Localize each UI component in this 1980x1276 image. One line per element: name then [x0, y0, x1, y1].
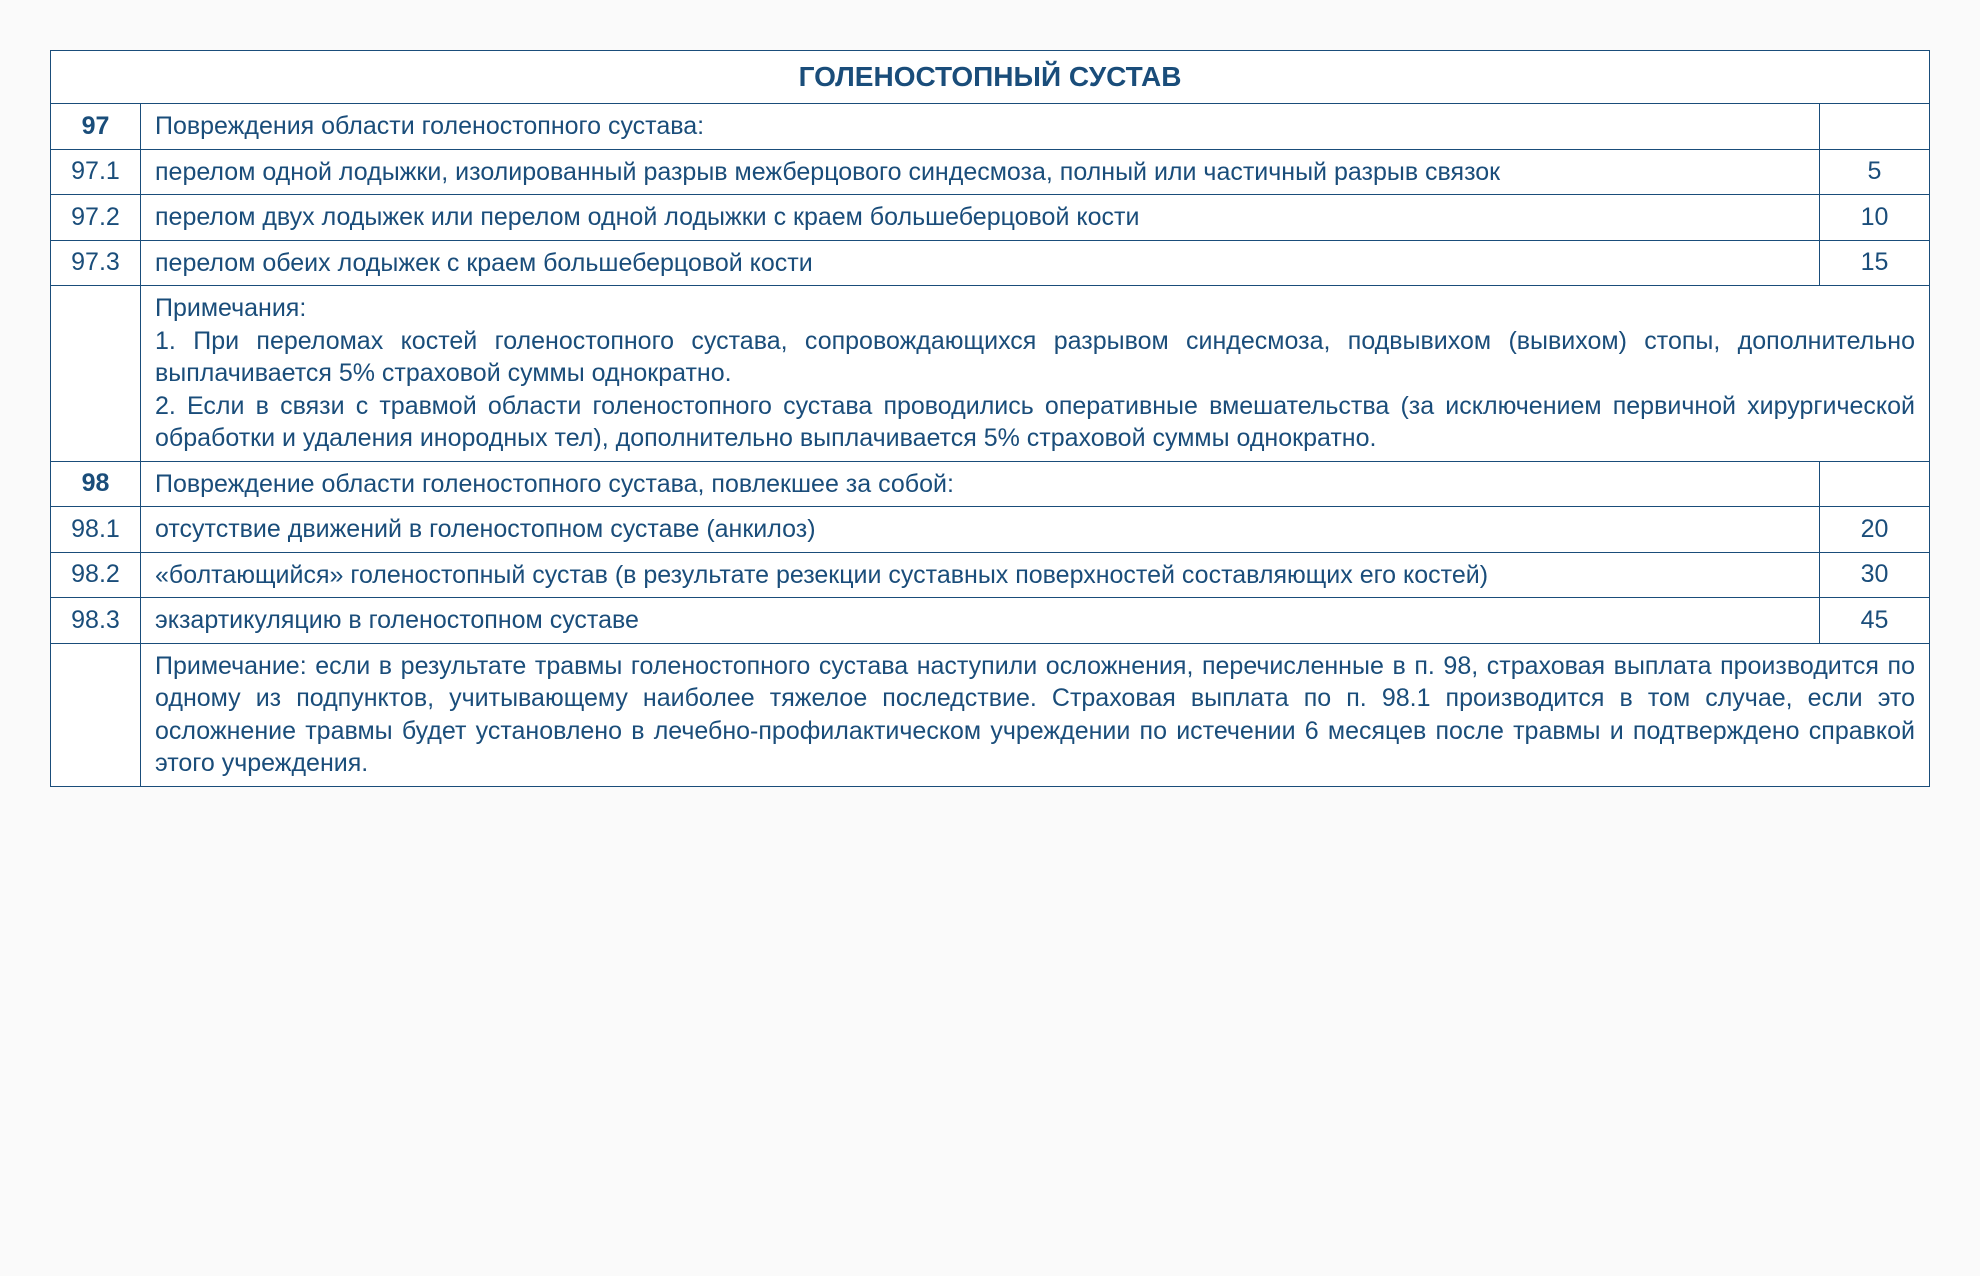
cell-value: [1820, 104, 1930, 150]
table-row: 98.3экзартикуляцию в голеностопном суста…: [51, 598, 1930, 644]
cell-value: [1820, 461, 1930, 507]
cell-code: 97.1: [51, 149, 141, 195]
cell-desc: перелом двух лодыжек или перелом одной л…: [141, 195, 1820, 241]
cell-note: Примечание: если в результате травмы гол…: [141, 643, 1930, 786]
table-row: Примечания: 1. При переломах костей голе…: [51, 286, 1930, 462]
cell-desc: перелом одной лодыжки, изолированный раз…: [141, 149, 1820, 195]
table-row: 97Повреждения области голеностопного сус…: [51, 104, 1930, 150]
cell-desc: «болтающийся» голеностопный сустав (в ре…: [141, 552, 1820, 598]
cell-value: 5: [1820, 149, 1930, 195]
cell-code: [51, 643, 141, 786]
cell-code: [51, 286, 141, 462]
cell-desc: отсутствие движений в голеностопном суст…: [141, 507, 1820, 553]
table-header: ГОЛЕНОСТОПНЫЙ СУСТАВ: [51, 51, 1930, 104]
table-row: 98Повреждение области голеностопного сус…: [51, 461, 1930, 507]
cell-code: 98: [51, 461, 141, 507]
table-row: 97.1перелом одной лодыжки, изолированный…: [51, 149, 1930, 195]
cell-code: 98.3: [51, 598, 141, 644]
table-row: 97.2перелом двух лодыжек или перелом одн…: [51, 195, 1930, 241]
cell-code: 98.2: [51, 552, 141, 598]
cell-code: 98.1: [51, 507, 141, 553]
cell-desc: Повреждения области голеностопного суста…: [141, 104, 1820, 150]
table-row: Примечание: если в результате травмы гол…: [51, 643, 1930, 786]
cell-value: 15: [1820, 240, 1930, 286]
table-row: 97.3перелом обеих лодыжек с краем больше…: [51, 240, 1930, 286]
cell-code: 97.3: [51, 240, 141, 286]
cell-note: Примечания: 1. При переломах костей голе…: [141, 286, 1930, 462]
cell-value: 30: [1820, 552, 1930, 598]
cell-code: 97: [51, 104, 141, 150]
cell-value: 10: [1820, 195, 1930, 241]
cell-desc: Повреждение области голеностопного суста…: [141, 461, 1820, 507]
table-row: 98.2«болтающийся» голеностопный сустав (…: [51, 552, 1930, 598]
cell-desc: перелом обеих лодыжек с краем большеберц…: [141, 240, 1820, 286]
cell-value: 45: [1820, 598, 1930, 644]
cell-code: 97.2: [51, 195, 141, 241]
insurance-table: ГОЛЕНОСТОПНЫЙ СУСТАВ 97Повреждения облас…: [50, 50, 1930, 787]
table-body: 97Повреждения области голеностопного сус…: [51, 104, 1930, 787]
cell-value: 20: [1820, 507, 1930, 553]
table-row: 98.1отсутствие движений в голеностопном …: [51, 507, 1930, 553]
cell-desc: экзартикуляцию в голеностопном суставе: [141, 598, 1820, 644]
